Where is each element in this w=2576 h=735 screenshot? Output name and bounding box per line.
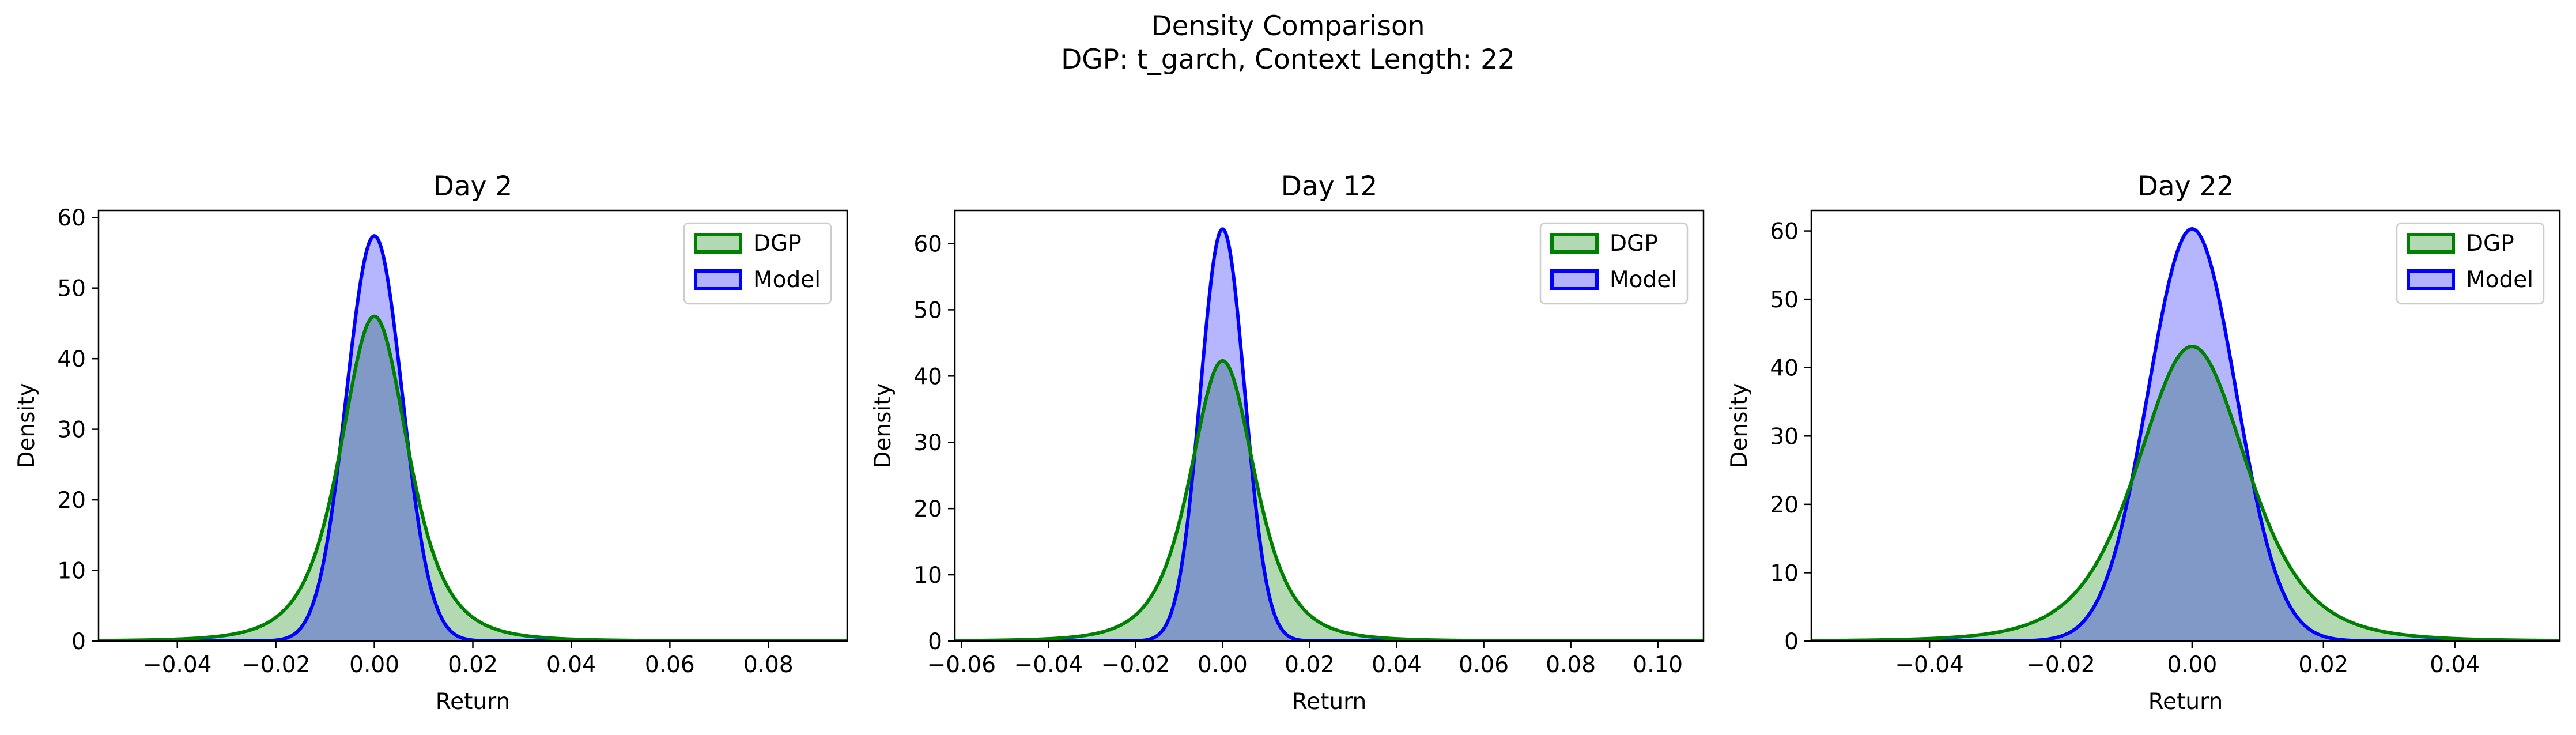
x-tick-label: 0.02 [448, 652, 498, 678]
y-tick-label: 10 [57, 559, 86, 585]
density-line-dgp [99, 314, 847, 641]
density-line-model [1811, 227, 2560, 641]
figure-subtitle: DGP: t_garch, Context Length: 22 [1061, 44, 1515, 76]
x-tick-label: −0.04 [1895, 652, 1964, 678]
density-overlap-fill [1811, 346, 2560, 641]
y-tick-label: 50 [1770, 287, 1799, 313]
x-tick-label: −0.02 [241, 652, 311, 678]
subplot-title: Day 12 [1281, 171, 1378, 202]
density-fill-dgp [955, 360, 1704, 641]
y-tick-label: 50 [57, 276, 86, 302]
legend-label-dgp: DGP [1610, 231, 1658, 257]
legend-swatch-model [694, 269, 742, 290]
density-line-dgp-tint [99, 316, 847, 641]
y-tick-label: 30 [1770, 424, 1799, 450]
x-axis-label: Return [2148, 689, 2223, 715]
legend-swatch-dgp [694, 233, 742, 254]
x-tick-label: −0.02 [2026, 652, 2095, 678]
axes-frame [1810, 209, 2561, 642]
y-tick-label: 40 [913, 364, 942, 390]
x-tick-label: 0.08 [1546, 652, 1596, 678]
legend-label-model: Model [1610, 267, 1677, 293]
y-axis-label: Density [14, 383, 40, 468]
x-tick-label: 0.04 [1372, 652, 1422, 678]
x-tick-label: 0.06 [1459, 652, 1509, 678]
y-tick-label: 0 [1784, 629, 1799, 655]
x-tick-label: −0.02 [1101, 652, 1170, 678]
y-tick-label: 60 [1770, 219, 1799, 245]
x-tick-label: 0.04 [546, 652, 596, 678]
y-tick-label: 20 [57, 488, 86, 514]
density-overlap-fill [955, 360, 1704, 641]
x-tick-label: −0.04 [1014, 652, 1083, 678]
legend-label-dgp: DGP [753, 231, 802, 257]
axes-frame [954, 209, 1705, 642]
x-tick-label: −0.04 [143, 652, 212, 678]
subplot-title: Day 22 [2137, 171, 2234, 202]
density-overlap-fill [99, 316, 847, 641]
subplot-day-2: −0.04 −0.02 0.00 0.02 0.04 0.06 0.08 0 10 20 30 40 5… [14, 171, 848, 715]
subplot-title: Day 2 [433, 171, 513, 202]
density-line-dgp [955, 359, 1704, 641]
y-tick-label: 10 [1770, 560, 1799, 586]
x-tick-label: 0.00 [2167, 652, 2217, 678]
x-tick-label: −0.06 [927, 652, 996, 678]
density-fill-dgp [99, 316, 847, 641]
density-line-dgp-tint [955, 361, 1704, 641]
x-tick-label: 0.00 [349, 652, 399, 678]
y-tick-label: 0 [71, 629, 86, 655]
legend-label-dgp: DGP [2466, 231, 2514, 257]
legend: DGP Model [683, 222, 832, 305]
density-line-dgp [1811, 344, 2560, 641]
subplot-day-12: −0.06 −0.04 −0.02 0.00 0.02 0.04 0.06 0.08 0.10 0… [870, 171, 1705, 715]
legend-swatch-dgp [1550, 233, 1599, 254]
y-tick-label: 0 [928, 629, 942, 655]
y-tick-label: 40 [1770, 356, 1799, 382]
density-line-model [99, 234, 847, 641]
subplot-day-22: −0.04 −0.02 0.00 0.02 0.04 0 10 20 30 40 50 60 Day 2… [1727, 171, 2561, 715]
x-axis-label: Return [1292, 689, 1366, 715]
x-tick-label: 0.02 [2298, 652, 2348, 678]
y-tick-label: 40 [57, 346, 86, 372]
legend-swatch-model [1550, 269, 1599, 290]
legend-swatch-model [2407, 269, 2455, 290]
figure-title: Density Comparison [1151, 10, 1425, 42]
y-tick-label: 60 [913, 231, 942, 257]
y-tick-label: 50 [913, 297, 942, 323]
y-tick-label: 10 [913, 563, 942, 589]
x-tick-label: 0.04 [2430, 652, 2480, 678]
legend-label-model: Model [2466, 267, 2533, 293]
y-axis-label: Density [1727, 383, 1752, 468]
y-tick-label: 30 [913, 430, 942, 456]
legend-swatch-dgp [2407, 233, 2455, 254]
plot-area [1811, 227, 2560, 641]
y-tick-label: 30 [57, 417, 86, 443]
y-tick-label: 60 [57, 205, 86, 231]
y-axis-label: Density [870, 383, 896, 468]
x-tick-label: 0.08 [743, 652, 794, 678]
x-tick-label: 0.00 [1198, 652, 1248, 678]
x-tick-label: 0.02 [1285, 652, 1335, 678]
y-tick-label: 20 [913, 496, 942, 522]
x-tick-label: 0.10 [1633, 652, 1683, 678]
y-tick-label: 20 [1770, 492, 1799, 518]
x-axis-label: Return [436, 689, 510, 715]
legend: DGP Model [2396, 222, 2545, 305]
x-tick-label: 0.06 [645, 652, 695, 678]
legend-label-model: Model [753, 267, 821, 293]
legend: DGP Model [1539, 222, 1689, 305]
